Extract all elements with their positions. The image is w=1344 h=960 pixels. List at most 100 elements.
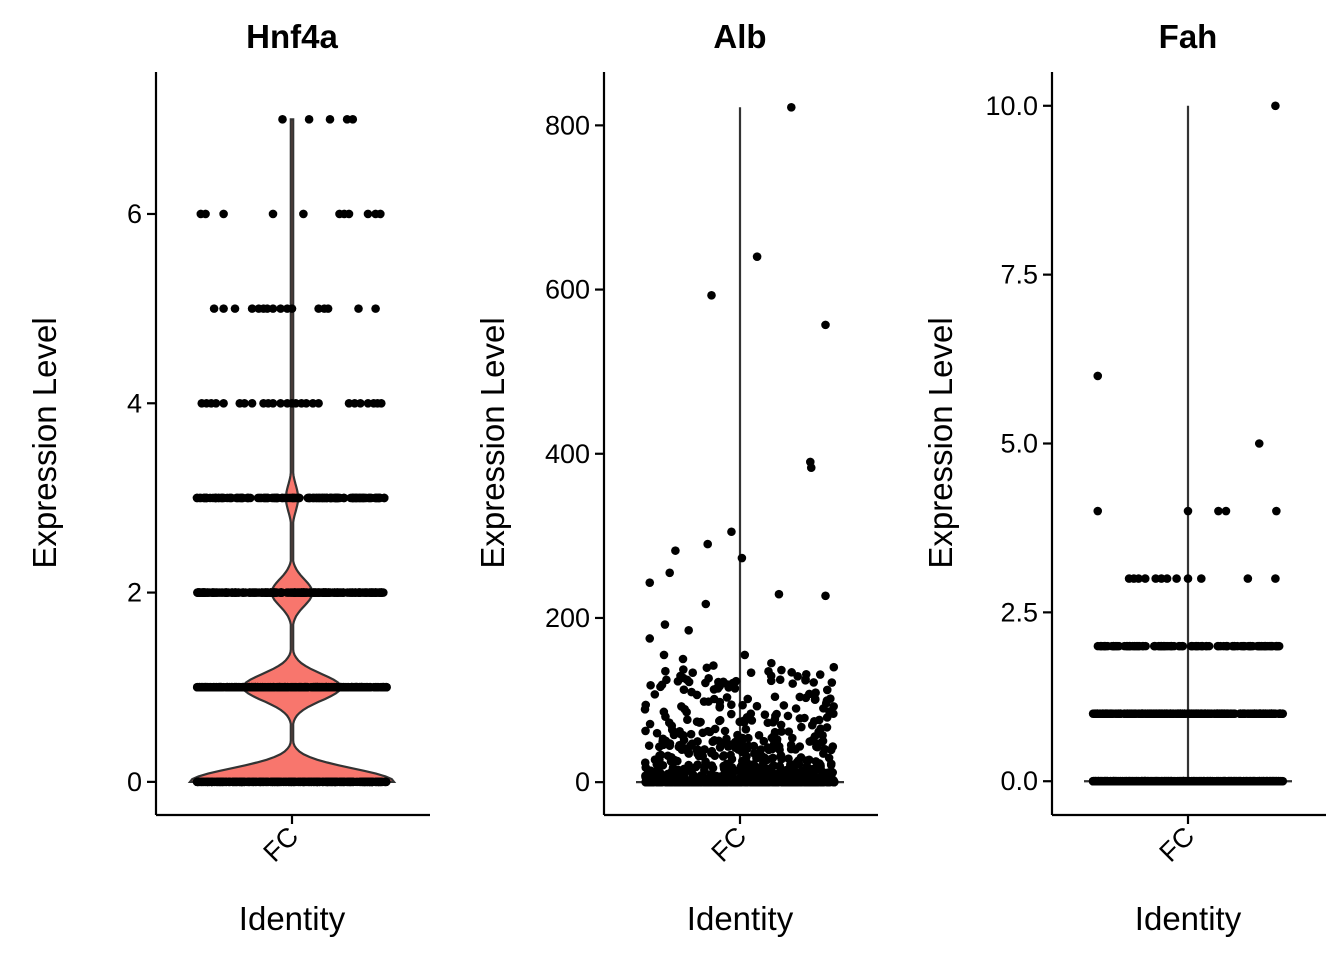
data-point xyxy=(739,718,749,727)
data-point xyxy=(783,711,793,721)
data-point xyxy=(687,777,697,787)
data-point xyxy=(800,713,809,723)
data-point xyxy=(775,675,785,684)
data-point xyxy=(675,726,684,736)
y-tick-label: 0.0 xyxy=(1000,766,1038,796)
panel-alb: Alb Expression Level Identity FC 0 200 400… xyxy=(474,18,878,937)
data-point xyxy=(270,493,279,503)
data-point xyxy=(1131,709,1140,718)
data-point xyxy=(1154,709,1164,718)
data-point xyxy=(746,709,756,718)
data-point xyxy=(776,720,786,730)
data-point xyxy=(805,737,815,746)
data-point xyxy=(707,291,716,300)
data-point xyxy=(684,625,693,635)
data-point xyxy=(746,668,756,677)
data-point xyxy=(679,685,689,694)
data-point xyxy=(1214,506,1223,516)
data-point xyxy=(787,103,796,112)
data-point xyxy=(1240,709,1250,718)
data-point xyxy=(701,599,711,609)
data-point xyxy=(1123,709,1132,718)
data-point xyxy=(365,777,374,787)
data-point xyxy=(1137,709,1146,718)
data-point xyxy=(802,761,812,771)
data-point xyxy=(259,588,268,597)
data-point xyxy=(362,588,372,597)
data-point xyxy=(240,398,249,408)
data-point xyxy=(749,741,759,751)
data-point xyxy=(1143,709,1153,718)
data-point xyxy=(1219,709,1228,718)
data-point xyxy=(290,588,300,597)
data-point xyxy=(1219,641,1229,651)
x-tick-label: FC xyxy=(706,821,753,868)
data-point xyxy=(356,682,366,692)
data-point xyxy=(1132,776,1142,786)
y-tick-label: 600 xyxy=(545,275,590,305)
data-point xyxy=(1243,574,1253,583)
data-point xyxy=(742,764,751,774)
data-point xyxy=(692,745,701,755)
data-point xyxy=(1169,776,1179,786)
data-point xyxy=(781,777,791,787)
data-point xyxy=(244,493,253,503)
data-point xyxy=(1172,574,1181,583)
data-point xyxy=(330,588,340,597)
data-point xyxy=(720,726,730,736)
data-point xyxy=(734,775,744,785)
y-tick-label: 2.5 xyxy=(1000,597,1038,627)
data-point xyxy=(703,726,713,736)
data-point xyxy=(772,709,781,719)
data-point xyxy=(645,578,655,587)
data-point xyxy=(696,717,705,727)
data-point xyxy=(315,777,325,787)
data-point xyxy=(286,777,296,787)
data-point xyxy=(787,668,796,677)
data-point xyxy=(715,681,725,691)
data-point xyxy=(201,209,210,219)
data-point xyxy=(1101,641,1111,651)
data-point xyxy=(253,493,263,503)
data-point xyxy=(661,712,670,721)
y-tick-label: 10.0 xyxy=(985,91,1038,121)
data-point xyxy=(722,734,731,744)
data-point xyxy=(815,670,825,679)
data-point xyxy=(1183,506,1193,516)
y-axis-title: Expression Level xyxy=(474,317,511,568)
y-axis-title: Expression Level xyxy=(922,317,959,568)
data-point xyxy=(740,650,750,660)
panel-title: Alb xyxy=(713,18,766,55)
y-tick-label: 0 xyxy=(127,767,142,797)
data-point xyxy=(738,700,747,710)
data-point xyxy=(742,757,751,767)
data-point xyxy=(1139,776,1148,786)
data-point xyxy=(723,742,733,751)
data-point xyxy=(673,677,683,686)
data-point xyxy=(766,671,776,681)
data-point xyxy=(777,727,786,736)
data-point xyxy=(764,745,774,755)
data-point xyxy=(1138,641,1148,651)
data-point xyxy=(219,398,228,408)
data-point xyxy=(824,753,834,763)
data-point xyxy=(344,209,354,219)
data-point xyxy=(640,705,650,714)
data-point xyxy=(1266,641,1276,651)
data-point xyxy=(829,709,838,718)
data-point xyxy=(750,776,760,785)
data-point xyxy=(215,682,225,692)
data-point xyxy=(663,751,673,761)
data-point xyxy=(822,685,832,695)
y-tick-label: 5.0 xyxy=(1000,429,1038,459)
data-point xyxy=(323,304,333,313)
data-point xyxy=(1272,506,1281,516)
data-point xyxy=(673,777,682,787)
data-point xyxy=(261,682,270,692)
data-point xyxy=(700,763,709,773)
data-point xyxy=(665,568,674,578)
data-point xyxy=(666,772,676,782)
data-point xyxy=(811,757,821,766)
data-point xyxy=(1125,641,1135,651)
data-point xyxy=(299,588,309,597)
